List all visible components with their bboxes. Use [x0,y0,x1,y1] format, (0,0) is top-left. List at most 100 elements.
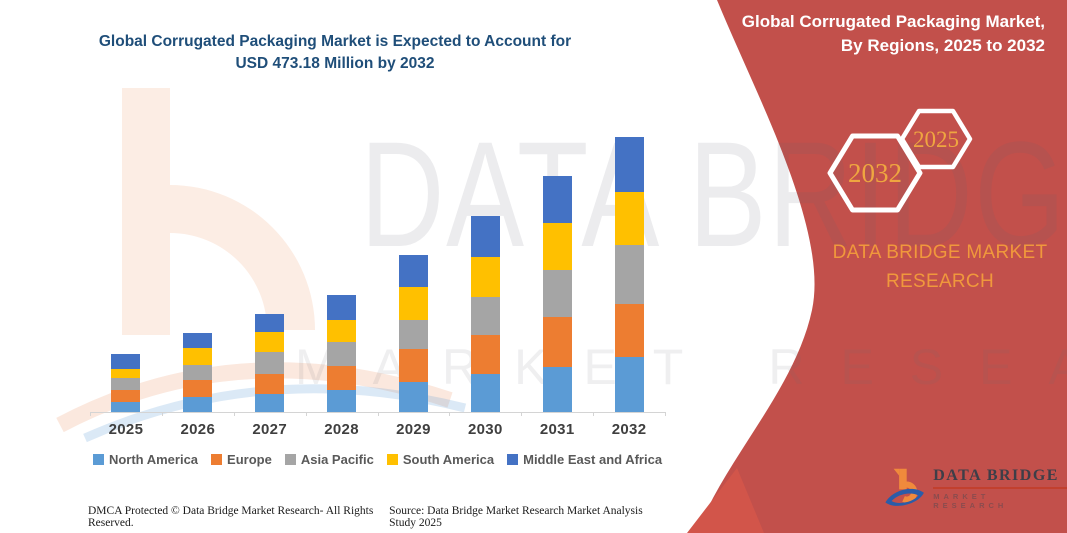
bar-segment-north-america [255,393,285,412]
banner-title-line1: Global Corrugated Packaging Market, [741,12,1045,31]
bar-segment-middle-east-and-africa [542,176,572,224]
x-axis-label-2032: 2032 [611,421,647,438]
x-axis-label-2031: 2031 [539,421,575,438]
legend-item-south-america: South America [386,452,495,467]
bar-segment-middle-east-and-africa [614,136,644,193]
legend-item-asia-pacific: Asia Pacific [284,452,374,467]
bar-2028 [327,294,357,412]
bar-segment-south-america [111,368,141,378]
bar-segment-south-america [327,319,357,343]
hexagon-2025-label: 2025 [913,127,959,152]
legend-label-asia-pacific: Asia Pacific [300,452,374,467]
bar-2026 [183,333,213,412]
bar-segment-europe [255,373,285,394]
legend-label-north-america: North America [108,452,199,467]
bar-2025 [111,353,141,412]
legend-item-europe: Europe [211,452,272,467]
bar-segment-europe [470,335,500,374]
bar-segment-middle-east-and-africa [398,255,428,288]
x-axis-label-2029: 2029 [396,421,431,438]
x-axis-tick [377,412,379,416]
bar-segment-asia-pacific [398,319,428,349]
x-axis-tick [521,412,523,416]
bar-segment-europe [327,366,357,391]
x-axis-tick [90,412,91,416]
bar-segment-south-america [542,223,572,271]
red-banner-corner-accent [687,468,764,533]
bar-segment-asia-pacific [111,377,141,390]
bar-segment-asia-pacific [470,297,500,336]
bar-2031 [542,176,572,412]
bar-2029 [398,255,428,412]
bar-segment-south-america [398,287,428,320]
hexagon-2032-icon [827,133,923,213]
legend-label-europe: Europe [227,452,272,467]
legend-label-middle-east-and-africa: Middle East and Africa [523,452,663,467]
bar-segment-europe [183,380,213,397]
bar-segment-north-america [398,382,428,412]
x-axis-label-2026: 2026 [180,421,216,438]
x-axis-label-2027: 2027 [252,421,287,438]
databridge-logo-icon [885,468,924,506]
brand-line2: RESEARCH [886,270,994,292]
dmca-notice: DMCA Protected © Data Bridge Market Rese… [88,505,374,529]
bar-segment-asia-pacific [327,342,357,367]
hexagon-2032-label: 2032 [848,158,902,188]
bar-segment-asia-pacific [614,245,644,304]
x-axis-tick [233,412,235,416]
bar-segment-europe [542,317,572,367]
bar-segment-north-america [111,402,141,412]
bar-segment-south-america [183,348,213,366]
bar-segment-middle-east-and-africa [470,216,500,258]
legend-swatch-south-america [386,454,398,465]
legend-label-south-america: South America [402,452,495,467]
databridge-logo: DATA BRIDGE MARKET RESEARCH [884,464,1067,512]
chart-legend: North America Europe Asia Pacific South Ame… [85,452,670,467]
brand-line1: DATA BRIDGE MARKET [832,242,1048,263]
chart-title-line1: Global Corrugated Packaging Market is Ex… [98,33,572,50]
bar-segment-north-america [614,357,644,412]
bar-segment-europe [614,303,644,357]
bar-segment-north-america [542,367,572,412]
bar-segment-middle-east-and-africa [327,294,357,320]
x-axis-label-2028: 2028 [324,421,359,438]
legend-swatch-asia-pacific [284,454,296,465]
year-hexagons: 2025 2032 [827,108,973,213]
logo-divider [933,486,1067,489]
x-axis-tick [449,412,451,416]
legend-item-north-america: North America [92,452,199,467]
banner-title-line2: By Regions, 2025 to 2032 [840,35,1045,55]
bar-segment-middle-east-and-africa [255,313,285,333]
legend-swatch-europe [211,454,223,465]
bar-segment-asia-pacific [183,365,213,381]
bar-segment-north-america [183,397,213,412]
source-note: Source: Data Bridge Market Research Mark… [389,505,643,529]
legend-swatch-north-america [92,454,104,465]
bar-segment-europe [398,348,428,382]
logo-text-block: DATA BRIDGE MARKET RESEARCH [933,467,1067,510]
bar-segment-middle-east-and-africa [183,333,213,349]
bar-segment-south-america [255,332,285,353]
banner-title: Global Corrugated Packaging Market, By R… [715,10,1045,58]
bar-segment-south-america [470,257,500,298]
x-axis-tick [593,412,595,416]
chart-title-line2: USD 473.18 Million by 2032 [235,55,435,73]
stacked-bar-chart: 2025 2026 2027 2028 2029 2030 2031 2032 [90,128,666,438]
bar-2027 [255,313,285,412]
logo-title: DATA BRIDGE [933,466,1059,484]
bar-segment-south-america [614,192,644,246]
brand-wordmark: DATA BRIDGE MARKET RESEARCH [820,239,1060,296]
bar-segment-north-america [470,373,500,412]
bar-segment-asia-pacific [542,270,572,317]
bar-2030 [470,216,500,412]
legend-item-middle-east-and-africa: Middle East and Africa [507,452,662,467]
bar-segment-asia-pacific [255,352,285,374]
red-banner-shape [697,0,1067,533]
x-axis-tick [665,412,666,416]
x-axis-tick [305,412,307,416]
bar-2032 [614,136,644,412]
legend-swatch-middle-east-and-africa [507,454,519,465]
footer: DMCA Protected © Data Bridge Market Rese… [88,505,668,529]
x-axis-tick [161,412,163,416]
